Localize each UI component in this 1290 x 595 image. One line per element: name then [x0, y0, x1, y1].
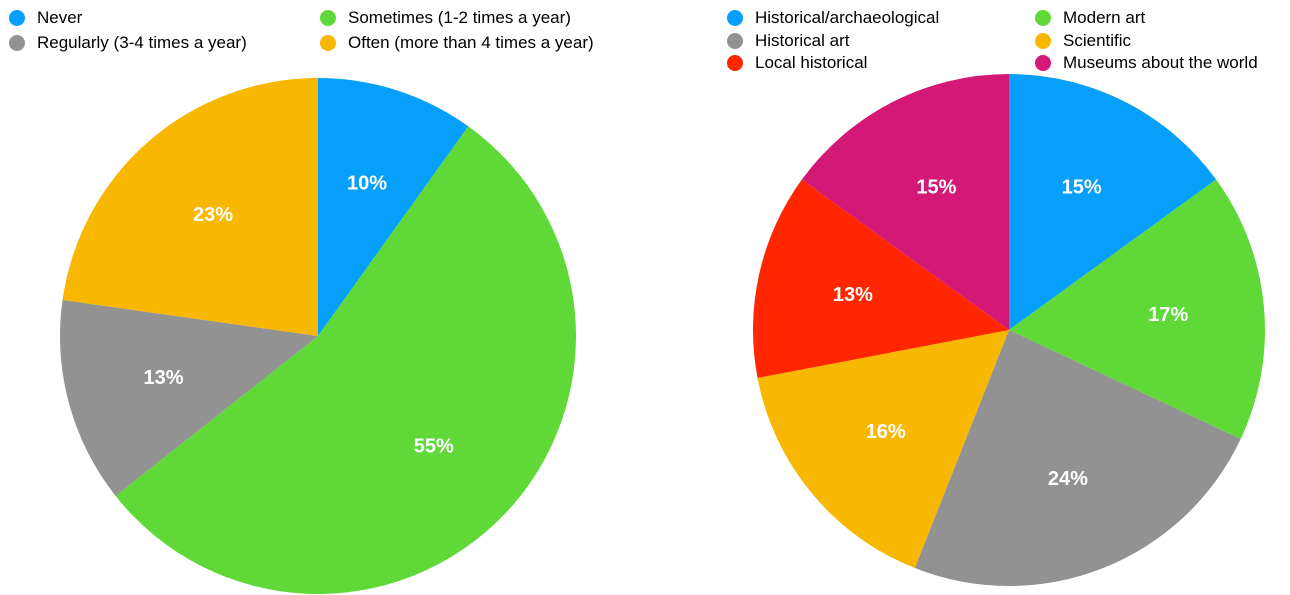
pie-chart-visit-frequency: 10% 55% 13% 23%	[59, 78, 576, 594]
pie-slice	[59, 300, 318, 496]
legend-swatch	[320, 10, 336, 26]
slice-value-label: 15%	[1062, 176, 1102, 198]
legend-swatch	[1035, 10, 1051, 26]
legend-item-regularly: Regularly (3-4 times a year)	[9, 33, 247, 53]
legend-swatch	[727, 55, 743, 71]
legend-label: Historical art	[755, 31, 850, 50]
pie-slice	[801, 74, 1009, 330]
pie-slice	[757, 330, 1009, 569]
legend-swatch	[1035, 55, 1051, 71]
slice-value-label: 23%	[193, 204, 233, 226]
slice-value-label: 24%	[1048, 468, 1088, 490]
legend-swatch	[1035, 33, 1051, 49]
pie-slice	[1009, 179, 1265, 439]
slice-value-label: 13%	[833, 284, 873, 306]
legend-item-sometimes: Sometimes (1-2 times a year)	[320, 8, 571, 28]
legend-label: Modern art	[1063, 8, 1146, 27]
pie-slice	[318, 78, 469, 336]
legend-label: Sometimes (1-2 times a year)	[348, 8, 571, 27]
pie-slice	[62, 78, 319, 336]
legend-label: Local historical	[755, 53, 868, 72]
pie-slice	[115, 126, 576, 594]
legend-item-local-historical: Local historical	[727, 53, 867, 73]
slice-value-label: 16%	[866, 421, 906, 443]
slice-value-label: 13%	[144, 367, 184, 389]
legend-swatch	[727, 10, 743, 26]
pie-slice	[1009, 74, 1217, 330]
legend-label: Museums about the world	[1063, 53, 1258, 72]
legend-item-historical-art: Historical art	[727, 31, 849, 51]
legend-item-historical-archaeological: Historical/archaeological	[727, 8, 939, 28]
pie-slice	[752, 179, 1009, 378]
legend-swatch	[320, 35, 336, 51]
pie-chart-museum-types: 15% 17% 24% 16% 13% 15%	[752, 74, 1265, 586]
legend-item-often: Often (more than 4 times a year)	[320, 33, 594, 53]
legend-swatch	[727, 33, 743, 49]
legend-swatch	[9, 35, 25, 51]
legend-item-modern-art: Modern art	[1035, 8, 1145, 28]
legend-item-museums-about-the-world: Museums about the world	[1035, 53, 1258, 73]
legend-label: Regularly (3-4 times a year)	[37, 33, 247, 52]
legend-label: Historical/archaeological	[755, 8, 940, 27]
legend-label: Often (more than 4 times a year)	[348, 33, 594, 52]
slice-value-label: 17%	[1148, 304, 1188, 326]
legend-item-never: Never	[9, 8, 82, 28]
slice-value-label: 15%	[916, 176, 956, 198]
legend-label: Never	[37, 8, 83, 27]
slice-value-label: 10%	[347, 173, 387, 195]
legend-swatch	[9, 10, 25, 26]
pie-slice	[914, 330, 1241, 586]
legend-label: Scientific	[1063, 31, 1132, 50]
legend-item-scientific: Scientific	[1035, 31, 1131, 51]
slice-value-label: 55%	[414, 435, 454, 457]
